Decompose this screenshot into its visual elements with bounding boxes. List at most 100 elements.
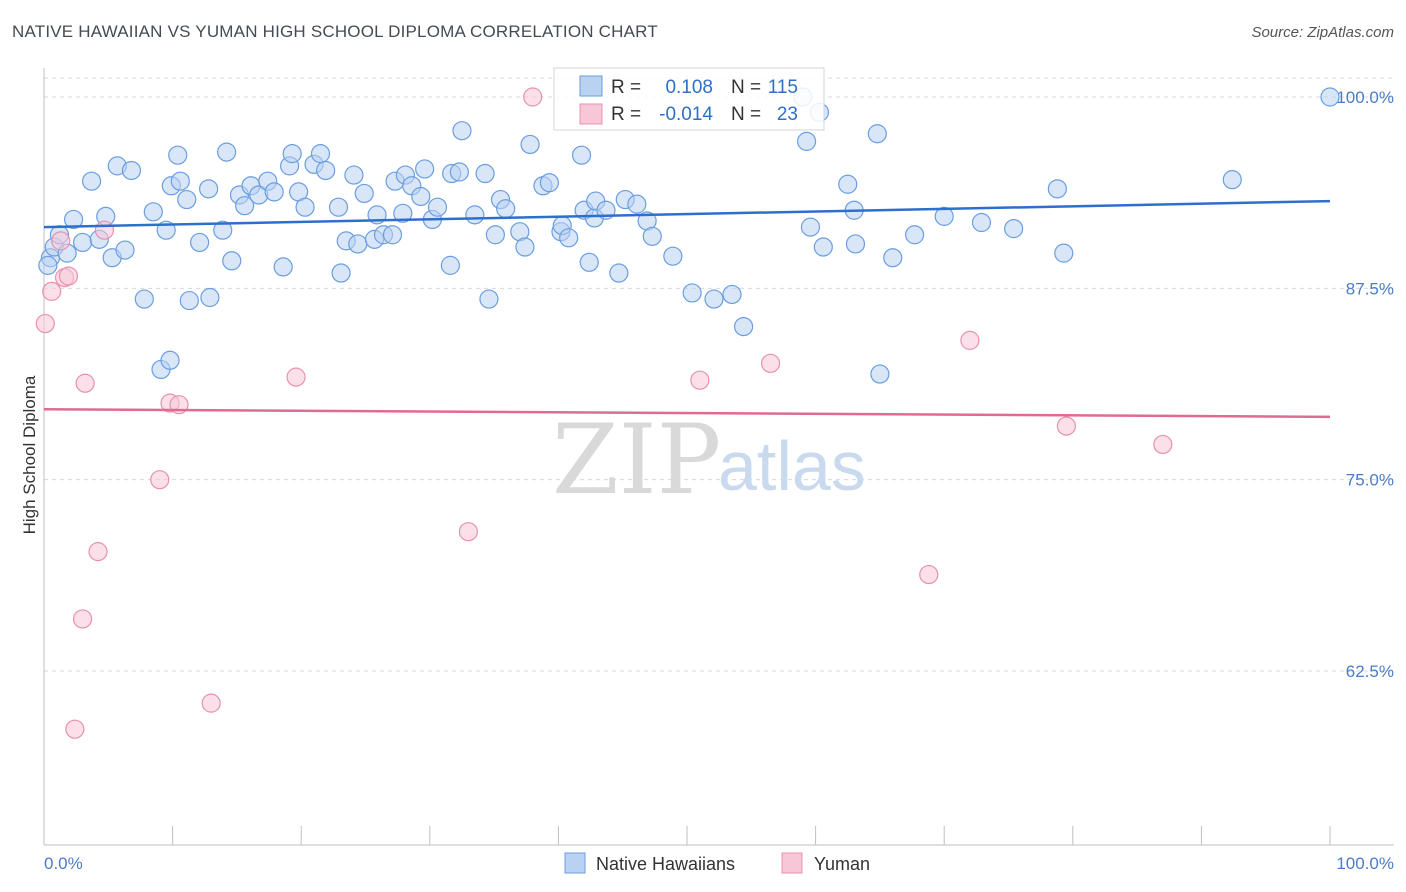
legend-r-value-1: 0.108 (665, 77, 713, 98)
data-point (479, 289, 499, 309)
data-point (722, 284, 742, 305)
data-point (348, 234, 368, 254)
data-point (520, 134, 540, 155)
data-point (115, 240, 135, 260)
legend-swatch-yuman (781, 852, 803, 874)
series-legend: Native Hawaiians Yuman (564, 852, 870, 874)
data-point (344, 165, 364, 185)
data-point (190, 232, 210, 253)
legend-n-value-2: 23 (777, 104, 798, 125)
data-point (170, 171, 190, 191)
y-tick-labels: 62.5% 75.0% 87.5% 100.0% (1336, 88, 1394, 681)
data-point (458, 522, 478, 542)
y-tick-label: 87.5% (1346, 279, 1394, 298)
data-point (800, 217, 821, 237)
chart-title: NATIVE HAWAIIAN VS YUMAN HIGH SCHOOL DIP… (12, 22, 658, 41)
x-tick-label-min: 0.0% (44, 854, 83, 873)
data-point (523, 87, 543, 107)
data-point (449, 162, 469, 182)
data-point (867, 124, 887, 144)
data-point (905, 225, 925, 245)
data-point (1056, 416, 1076, 436)
data-point (94, 220, 115, 240)
data-point (663, 246, 683, 266)
data-point (393, 203, 413, 223)
data-point (690, 370, 710, 390)
data-point (81, 171, 102, 191)
y-tick-label: 62.5% (1346, 662, 1394, 681)
data-point (286, 367, 306, 387)
data-point (845, 234, 866, 254)
data-point (51, 231, 71, 251)
data-point (704, 289, 724, 309)
data-point (72, 609, 93, 629)
data-point (870, 364, 890, 384)
data-point (452, 121, 472, 141)
data-point (934, 206, 954, 226)
legend-swatch-native-hawaiians (564, 852, 586, 874)
legend-label-yuman: Yuman (814, 854, 870, 874)
data-point (579, 252, 599, 272)
data-point (200, 287, 220, 308)
data-point (1004, 219, 1024, 239)
data-point (515, 237, 535, 257)
data-point (199, 179, 219, 199)
x-ticks (43, 826, 1331, 845)
data-point (411, 186, 431, 207)
data-point (960, 330, 980, 350)
watermark: ZIP atlas (552, 404, 866, 516)
data-point (331, 263, 351, 283)
data-point (201, 693, 221, 713)
legend-n-label-2: N = (731, 104, 761, 125)
data-point (35, 313, 55, 334)
data-point (539, 173, 559, 193)
data-point (88, 542, 108, 562)
series-yuman (35, 87, 1173, 739)
data-point (382, 225, 403, 245)
watermark-zip: ZIP (552, 404, 721, 516)
data-point (1222, 170, 1242, 190)
x-tick-label-max: 100.0% (1336, 854, 1394, 873)
data-point (264, 182, 284, 202)
data-point (1054, 243, 1074, 263)
series-native-hawaiians (38, 87, 1340, 384)
data-point (485, 225, 505, 245)
data-point (328, 197, 349, 217)
data-point (75, 373, 95, 393)
y-tick-label: 100.0% (1336, 88, 1394, 107)
data-point (971, 212, 992, 233)
data-point (65, 719, 85, 739)
data-point (475, 163, 495, 184)
data-point (813, 237, 833, 257)
data-point (733, 317, 754, 337)
y-tick-label: 75.0% (1346, 471, 1394, 490)
data-point (427, 197, 448, 217)
data-point (310, 144, 331, 164)
data-point (121, 160, 142, 181)
data-point (838, 174, 858, 194)
data-point (235, 196, 255, 216)
data-point (682, 283, 702, 303)
data-point (160, 350, 180, 370)
data-point (63, 209, 84, 230)
data-point (627, 194, 647, 214)
legend-swatch-blue (579, 75, 603, 97)
legend-r-value-2: -0.014 (659, 104, 713, 125)
data-point (559, 228, 579, 248)
data-point (168, 145, 188, 165)
legend-n-label-1: N = (731, 77, 761, 98)
source-label: Source: ZipAtlas.com (1251, 24, 1394, 41)
correlation-legend: R = 0.108 N = 115 R = -0.014 N = 23 (553, 67, 825, 131)
data-point (465, 205, 485, 225)
data-point (213, 220, 233, 240)
data-point (177, 189, 197, 210)
legend-label-native-hawaiians: Native Hawaiians (596, 854, 735, 874)
data-point (1153, 434, 1173, 455)
data-point (72, 232, 93, 253)
trend-lines (43, 199, 1331, 419)
data-point (42, 281, 62, 301)
data-point (354, 183, 374, 204)
data-point (1047, 179, 1067, 199)
data-point (58, 266, 79, 286)
data-point (273, 257, 293, 277)
